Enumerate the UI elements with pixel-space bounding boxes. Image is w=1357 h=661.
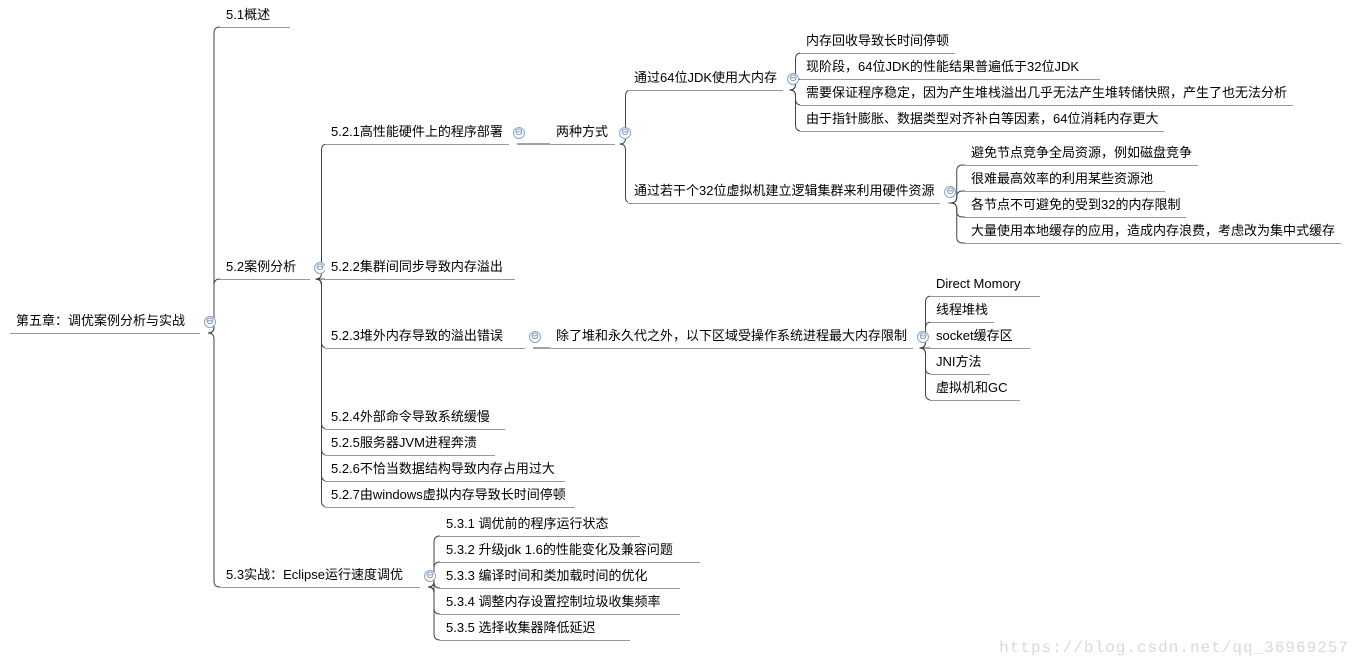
node-label: 5.2.4外部命令导致系统缓慢 bbox=[331, 409, 490, 424]
node-label: Direct Momory bbox=[936, 276, 1021, 291]
node-label: 5.2.3堆外内存导致的溢出错误 bbox=[331, 328, 503, 343]
mindmap-canvas: 第五章：调优案例分析与实战⊖5.1概述5.2案例分析⊖5.3实战：Eclipse… bbox=[0, 0, 1357, 661]
collapse-toggle-icon[interactable]: ⊖ bbox=[424, 570, 436, 582]
node-label: 5.2.6不恰当数据结构导致内存占用过大 bbox=[331, 461, 555, 476]
mindmap-node[interactable]: 由于指针膨胀、数据类型对齐补白等因素，64位消耗内存更大 bbox=[800, 108, 1164, 132]
mindmap-node[interactable]: 5.2.2集群间同步导致内存溢出 bbox=[325, 256, 515, 280]
mindmap-node[interactable]: 5.2.1高性能硬件上的程序部署⊖ bbox=[325, 121, 509, 145]
mindmap-node[interactable]: 5.3.4 调整内存设置控制垃圾收集频率 bbox=[440, 591, 680, 615]
node-label: 5.3.5 选择收集器降低延迟 bbox=[446, 620, 596, 635]
collapse-toggle-icon[interactable]: ⊖ bbox=[619, 127, 631, 139]
mindmap-node[interactable]: 线程堆栈 bbox=[930, 299, 994, 323]
edge-line bbox=[948, 203, 965, 243]
mindmap-node[interactable]: 现阶段，64位JDK的性能结果普遍低于32位JDK bbox=[800, 56, 1100, 80]
mindmap-node[interactable]: 5.3.3 编译时间和类加载时间的优化 bbox=[440, 565, 680, 589]
edge-line bbox=[428, 587, 440, 614]
node-label: 5.2.7由windows虚拟内存导致长时间停顿 bbox=[331, 487, 566, 502]
node-label: 5.3.3 编译时间和类加载时间的优化 bbox=[446, 568, 648, 583]
mindmap-node[interactable]: 除了堆和永久代之外，以下区域受操作系统进程最大内存限制⊖ bbox=[550, 325, 913, 349]
node-label: socket缓存区 bbox=[936, 328, 1013, 343]
node-label: 5.2.5服务器JVM进程奔溃 bbox=[331, 435, 477, 450]
node-label: 通过64位JDK使用大内存 bbox=[634, 70, 777, 85]
mindmap-node[interactable]: 内存回收导致长时间停顿 bbox=[800, 30, 955, 54]
node-label: 5.3.2 升级jdk 1.6的性能变化及兼容问题 bbox=[446, 542, 673, 557]
node-label: 现阶段，64位JDK的性能结果普遍低于32位JDK bbox=[806, 59, 1079, 74]
edge-line bbox=[428, 587, 440, 640]
mindmap-node[interactable]: 5.1概述 bbox=[220, 4, 290, 28]
collapse-toggle-icon[interactable]: ⊖ bbox=[944, 186, 956, 198]
mindmap-node[interactable]: 虚拟机和GC bbox=[930, 377, 1020, 401]
collapse-toggle-icon[interactable]: ⊖ bbox=[529, 331, 541, 343]
collapse-toggle-icon[interactable]: ⊖ bbox=[787, 73, 799, 85]
mindmap-node[interactable]: 通过若干个32位虚拟机建立逻辑集群来利用硬件资源⊖ bbox=[628, 180, 940, 204]
node-label: 虚拟机和GC bbox=[936, 380, 1008, 395]
mindmap-node[interactable]: 5.2.7由windows虚拟内存导致长时间停顿 bbox=[325, 484, 575, 508]
node-label: 5.2.2集群间同步导致内存溢出 bbox=[331, 259, 503, 274]
node-label: 很难最高效率的利用某些资源池 bbox=[971, 171, 1153, 186]
node-label: 大量使用本地缓存的应用，造成内存浪费，考虑改为集中式缓存 bbox=[971, 223, 1335, 238]
node-label: JNI方法 bbox=[936, 354, 982, 369]
edge-line bbox=[428, 582, 440, 593]
mindmap-node[interactable]: 5.2.6不恰当数据结构导致内存占用过大 bbox=[325, 458, 565, 482]
node-label: 5.1概述 bbox=[226, 7, 270, 22]
node-label: 各节点不可避免的受到32的内存限制 bbox=[971, 197, 1180, 212]
node-label: 5.3实战：Eclipse运行速度调优 bbox=[226, 567, 403, 582]
node-label: 5.2.1高性能硬件上的程序部署 bbox=[331, 124, 503, 139]
watermark-text: https://blog.csdn.net/qq_36969257 bbox=[999, 639, 1349, 657]
mindmap-node[interactable]: 5.3.5 选择收集器降低延迟 bbox=[440, 617, 630, 641]
node-label: 两种方式 bbox=[556, 124, 608, 139]
mindmap-node[interactable]: 避免节点竞争全局资源，例如磁盘竞争 bbox=[965, 142, 1198, 166]
mindmap-node[interactable]: 5.3.2 升级jdk 1.6的性能变化及兼容问题 bbox=[440, 539, 700, 563]
mindmap-node[interactable]: 很难最高效率的利用某些资源池 bbox=[965, 168, 1165, 192]
node-label: 通过若干个32位虚拟机建立逻辑集群来利用硬件资源 bbox=[634, 183, 934, 198]
collapse-toggle-icon[interactable]: ⊖ bbox=[513, 127, 525, 139]
node-label: 需要保证程序稳定，因为产生堆栈溢出几乎无法产生堆转储快照，产生了也无法分析 bbox=[806, 85, 1287, 100]
mindmap-node[interactable]: 5.3实战：Eclipse运行速度调优⊖ bbox=[220, 564, 420, 588]
mindmap-node[interactable]: 通过64位JDK使用大内存⊖ bbox=[628, 67, 783, 91]
mindmap-node[interactable]: JNI方法 bbox=[930, 351, 990, 375]
node-label: 除了堆和永久代之外，以下区域受操作系统进程最大内存限制 bbox=[556, 328, 907, 343]
mindmap-node[interactable]: Direct Momory bbox=[930, 273, 1040, 297]
mindmap-node[interactable]: 两种方式⊖ bbox=[550, 121, 615, 145]
mindmap-node[interactable]: 5.2.4外部命令导致系统缓慢 bbox=[325, 406, 505, 430]
edge-line bbox=[208, 333, 220, 587]
mindmap-node[interactable]: 5.2.3堆外内存导致的溢出错误⊖ bbox=[325, 325, 525, 349]
node-label: 5.3.1 调优前的程序运行状态 bbox=[446, 516, 609, 531]
mindmap-node[interactable]: 大量使用本地缓存的应用，造成内存浪费，考虑改为集中式缓存 bbox=[965, 220, 1341, 244]
node-label: 线程堆栈 bbox=[936, 302, 988, 317]
edge-line bbox=[208, 27, 220, 333]
mindmap-node[interactable]: socket缓存区 bbox=[930, 325, 1030, 349]
mindmap-node[interactable]: 第五章：调优案例分析与实战⊖ bbox=[10, 310, 200, 334]
mindmap-node[interactable]: 5.2案例分析⊖ bbox=[220, 256, 310, 280]
mindmap-node[interactable]: 5.2.5服务器JVM进程奔溃 bbox=[325, 432, 495, 456]
mindmap-node[interactable]: 需要保证程序稳定，因为产生堆栈溢出几乎无法产生堆转储快照，产生了也无法分析 bbox=[800, 82, 1293, 106]
collapse-toggle-icon[interactable]: ⊖ bbox=[917, 331, 929, 343]
node-label: 避免节点竞争全局资源，例如磁盘竞争 bbox=[971, 145, 1192, 160]
node-label: 5.3.4 调整内存设置控制垃圾收集频率 bbox=[446, 594, 661, 609]
node-label: 第五章：调优案例分析与实战 bbox=[16, 313, 185, 328]
collapse-toggle-icon[interactable]: ⊖ bbox=[204, 316, 216, 328]
node-label: 5.2案例分析 bbox=[226, 259, 296, 274]
edge-line bbox=[948, 203, 965, 217]
node-label: 由于指针膨胀、数据类型对齐补白等因素，64位消耗内存更大 bbox=[806, 111, 1158, 126]
mindmap-node[interactable]: 各节点不可避免的受到32的内存限制 bbox=[965, 194, 1186, 218]
node-label: 内存回收导致长时间停顿 bbox=[806, 33, 949, 48]
mindmap-node[interactable]: 5.3.1 调优前的程序运行状态 bbox=[440, 513, 640, 537]
